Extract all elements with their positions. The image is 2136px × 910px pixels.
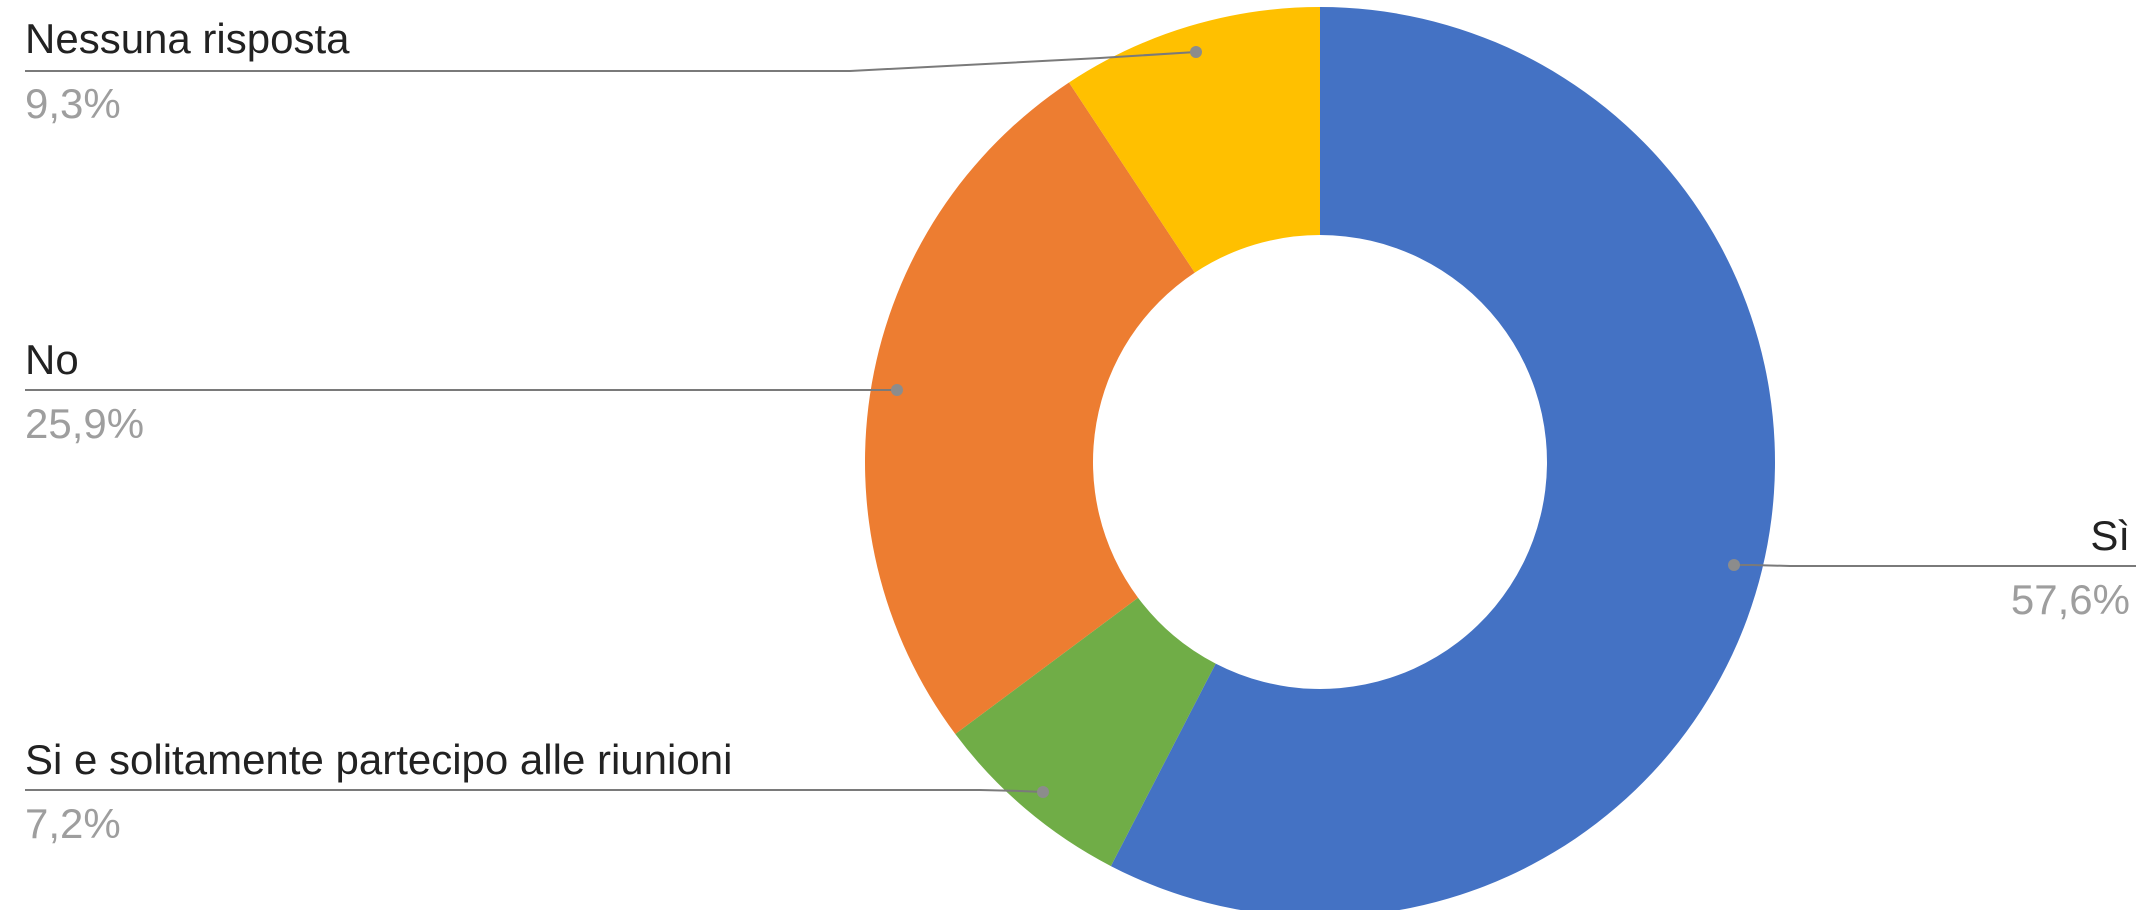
label-group-si-partecipo: Si e solitamente partecipo alle riunioni… [25, 736, 1049, 847]
donut-slice-nessuna-risposta [1069, 7, 1320, 273]
leader-line-nessuna-risposta [25, 51, 1197, 72]
slice-label-si: Sì [2090, 512, 2130, 559]
leader-line-si-partecipo [25, 789, 1044, 793]
leader-dot-no [891, 384, 903, 396]
donut-slice-no [865, 82, 1195, 735]
slice-value-no: 25,9% [25, 400, 144, 447]
donut-slices [865, 7, 1775, 910]
slice-value-nessuna-risposta: 9,3% [25, 80, 121, 127]
slice-label-nessuna-risposta: Nessuna risposta [25, 15, 350, 62]
leader-dot-nessuna-risposta [1190, 46, 1202, 58]
slice-label-no: No [25, 336, 79, 383]
label-group-no: No 25,9% [25, 336, 903, 447]
slice-value-si: 57,6% [2011, 576, 2130, 623]
slice-value-si-partecipo: 7,2% [25, 800, 121, 847]
slice-label-si-partecipo: Si e solitamente partecipo alle riunioni [25, 736, 732, 783]
leader-dot-si-partecipo [1037, 786, 1049, 798]
leader-dot-si [1728, 559, 1740, 571]
donut-slice-si [1110, 7, 1775, 910]
label-group-si: Sì 57,6% [1728, 512, 2136, 623]
label-group-nessuna-risposta: Nessuna risposta 9,3% [25, 15, 1202, 127]
leader-line-si [1734, 564, 2136, 567]
donut-slice-si-e-solitamente-partecipo-alle-riunioni [955, 597, 1216, 867]
